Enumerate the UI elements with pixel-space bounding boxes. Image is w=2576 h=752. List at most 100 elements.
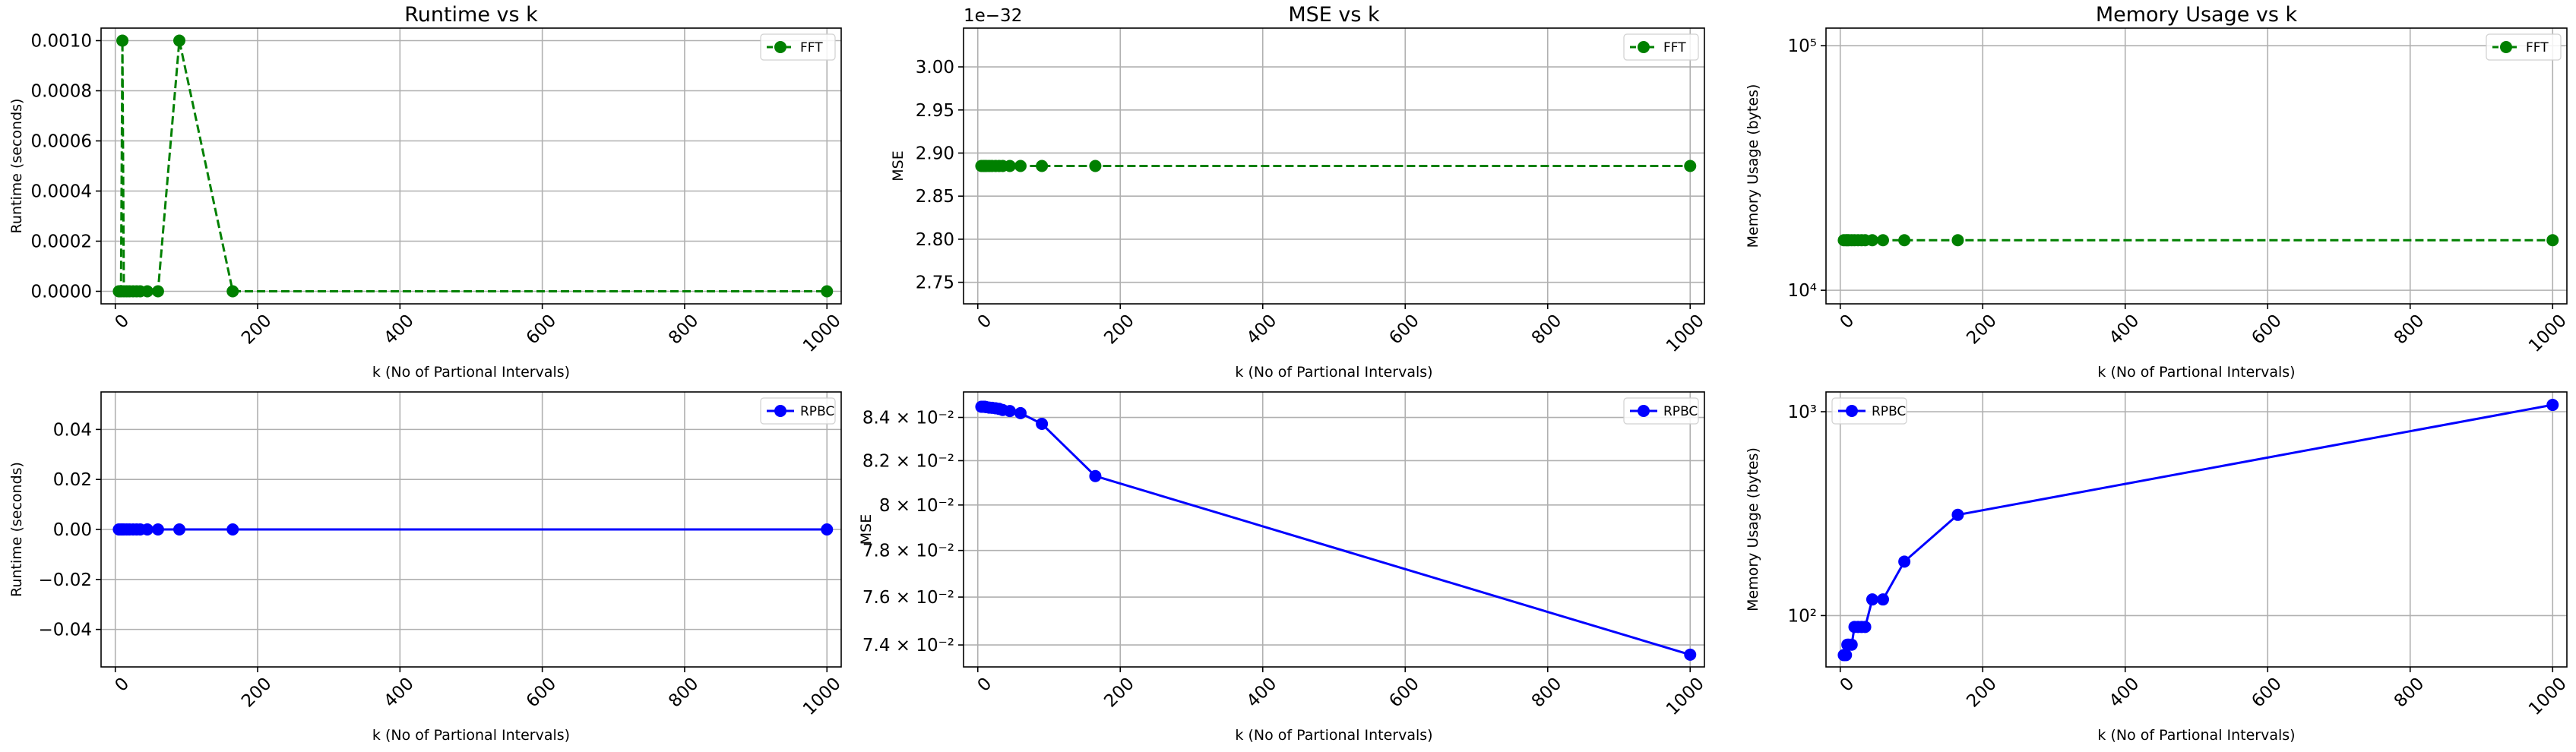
y-axis-label: Runtime (seconds) bbox=[8, 99, 25, 234]
x-tick-label: 800 bbox=[665, 311, 702, 348]
data-point bbox=[226, 523, 239, 536]
y-tick-label: 10³ bbox=[1788, 403, 1818, 422]
x-tick-label: 800 bbox=[665, 674, 702, 711]
legend: FFT bbox=[2486, 33, 2562, 61]
x-tick-label: 1000 bbox=[799, 674, 845, 719]
x-tick-label: 200 bbox=[238, 674, 275, 711]
y-axis-label: Memory Usage (bytes) bbox=[1745, 447, 1761, 611]
data-point bbox=[1866, 234, 1878, 247]
x-tick-label: 1000 bbox=[1663, 674, 1708, 719]
x-tick-label: 600 bbox=[1385, 311, 1422, 348]
axes-frame bbox=[963, 391, 1705, 668]
y-tick-label: 0.0008 bbox=[31, 82, 92, 102]
axes-frame bbox=[100, 27, 842, 305]
x-tick-label: 1000 bbox=[799, 311, 845, 356]
x-tick-label: 400 bbox=[1243, 311, 1280, 348]
y-tick-label: 2.85 bbox=[916, 187, 954, 207]
legend: RPBC bbox=[1831, 397, 1907, 425]
data-point bbox=[1859, 621, 1872, 634]
data-point bbox=[173, 523, 186, 536]
x-tick-label: 200 bbox=[1100, 674, 1138, 711]
legend-label: RPBC bbox=[1872, 404, 1906, 419]
data-point bbox=[226, 285, 239, 298]
legend: RPBC bbox=[760, 397, 836, 425]
y-tick-label: 8.4 × 10⁻² bbox=[862, 409, 954, 428]
x-tick-label: 600 bbox=[2248, 674, 2285, 711]
legend-marker bbox=[774, 41, 786, 53]
x-tick-label: 400 bbox=[2106, 311, 2143, 348]
data-point bbox=[1877, 234, 1889, 247]
x-axis-label: k (No of Partional Intervals) bbox=[2097, 364, 2295, 381]
y-tick-label: 7.8 × 10⁻² bbox=[862, 542, 954, 561]
x-axis-label: k (No of Partional Intervals) bbox=[1235, 364, 1432, 381]
data-point bbox=[173, 34, 186, 47]
y-tick-label: 10⁵ bbox=[1788, 36, 1818, 56]
data-point bbox=[1014, 160, 1027, 172]
x-tick-label: 600 bbox=[523, 311, 560, 348]
x-tick-label: 800 bbox=[2391, 311, 2428, 348]
y-tick-label: 2.75 bbox=[916, 273, 954, 293]
y-tick-label: 0.02 bbox=[53, 470, 92, 490]
y-tick-label: 8 × 10⁻² bbox=[879, 496, 954, 516]
chart-title: Memory Usage vs k bbox=[2096, 3, 2298, 27]
legend-marker bbox=[1638, 41, 1650, 53]
x-tick-label: 0 bbox=[112, 311, 134, 333]
y-axis-label: Memory Usage (bytes) bbox=[1745, 84, 1761, 248]
data-point bbox=[141, 523, 153, 536]
data-point bbox=[1866, 593, 1878, 606]
legend: FFT bbox=[1623, 33, 1699, 61]
data-point bbox=[1840, 649, 1853, 662]
x-tick-label: 400 bbox=[2106, 674, 2143, 711]
y-tick-label: 0.04 bbox=[53, 420, 92, 440]
legend-box bbox=[1623, 397, 1699, 425]
y-tick-label: 0.0002 bbox=[31, 232, 92, 252]
chart-runtime-rpbc: 0 200 400 600 800 1000 −0.04 −0.02 0.00 0.02 0.04 k… bbox=[8, 391, 845, 744]
legend-box bbox=[2486, 33, 2562, 61]
legend-label: FFT bbox=[2526, 40, 2549, 55]
x-tick-label: 0 bbox=[1837, 311, 1859, 333]
axes-frame bbox=[1825, 27, 2568, 305]
legend-box bbox=[1623, 33, 1699, 61]
data-point bbox=[1898, 555, 1911, 568]
y-tick-label: 0.0000 bbox=[31, 283, 92, 302]
x-axis-label: k (No of Partional Intervals) bbox=[1235, 727, 1432, 744]
data-point bbox=[2546, 234, 2559, 247]
axis-offset-text: 1e−32 bbox=[964, 6, 1022, 26]
y-tick-label: −0.02 bbox=[39, 570, 92, 590]
legend: RPBC bbox=[1623, 397, 1699, 425]
x-axis-label: k (No of Partional Intervals) bbox=[2097, 727, 2295, 744]
x-tick-label: 1000 bbox=[2525, 311, 2571, 356]
y-tick-label: 2.80 bbox=[916, 230, 954, 250]
data-point bbox=[821, 285, 834, 298]
x-tick-label: 0 bbox=[974, 674, 996, 696]
y-tick-label: 8.2 × 10⁻² bbox=[862, 451, 954, 471]
y-tick-label: 0.00 bbox=[53, 520, 92, 540]
x-tick-label: 600 bbox=[1385, 674, 1422, 711]
x-axis-label: k (No of Partional Intervals) bbox=[372, 727, 570, 744]
y-tick-label: 2.90 bbox=[916, 144, 954, 163]
legend-marker bbox=[1846, 405, 1858, 417]
x-tick-label: 0 bbox=[974, 311, 996, 333]
chart-title: MSE vs k bbox=[1288, 3, 1380, 27]
data-point bbox=[1003, 405, 1016, 418]
y-tick-label: 2.95 bbox=[916, 101, 954, 121]
x-tick-label: 600 bbox=[523, 674, 560, 711]
x-tick-label: 200 bbox=[1963, 311, 2000, 348]
x-tick-label: 200 bbox=[1100, 311, 1138, 348]
x-tick-label: 200 bbox=[1963, 674, 2000, 711]
y-tick-label: 0.0006 bbox=[31, 132, 92, 152]
chart-title: Runtime vs k bbox=[404, 3, 538, 27]
data-point bbox=[1951, 508, 1964, 521]
chart-mse-rpbc: 0 200 400 600 800 1000 7.4 × 10⁻² 7.6 × 10⁻² 7.8… bbox=[858, 391, 1708, 744]
y-tick-label: 10² bbox=[1788, 606, 1818, 626]
data-point bbox=[1089, 469, 1102, 482]
legend-marker bbox=[774, 405, 786, 417]
legend-box bbox=[760, 33, 836, 61]
x-tick-label: 0 bbox=[112, 674, 134, 696]
data-point bbox=[1003, 160, 1016, 172]
x-tick-label: 400 bbox=[1243, 674, 1280, 711]
x-axis-label: k (No of Partional Intervals) bbox=[372, 364, 570, 381]
data-point bbox=[1089, 160, 1102, 172]
y-tick-label: 3.00 bbox=[916, 58, 954, 77]
